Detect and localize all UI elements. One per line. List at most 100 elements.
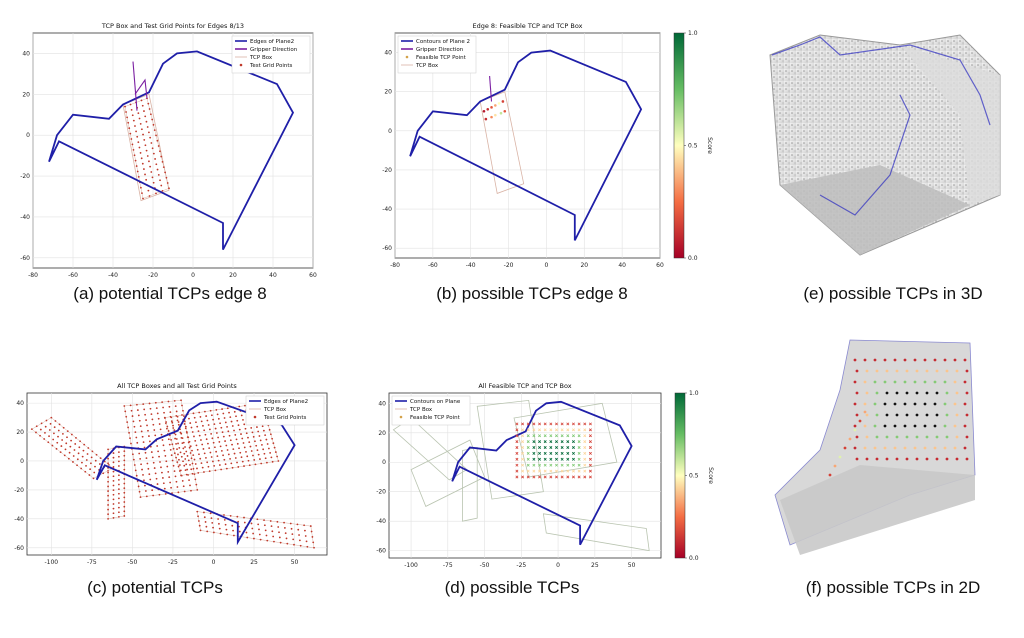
test-grid-point xyxy=(247,436,249,439)
test-grid-point xyxy=(131,114,134,117)
feasible-tcp-point xyxy=(965,435,969,439)
test-grid-point xyxy=(163,487,166,490)
test-grid-point xyxy=(139,425,142,427)
legend-label: Edges of Plane2 xyxy=(250,39,294,45)
test-grid-point xyxy=(236,461,238,464)
test-grid-point xyxy=(173,452,176,455)
test-grid-point xyxy=(291,533,294,536)
feasible-tcp-point xyxy=(588,434,592,438)
test-grid-point xyxy=(107,476,109,479)
feasible-tcp-point xyxy=(955,369,959,373)
feasible-tcp-point xyxy=(965,369,969,373)
test-grid-point xyxy=(247,459,250,462)
test-grid-point xyxy=(179,451,182,454)
feasible-tcp-point xyxy=(913,446,917,450)
feasible-tcp-point xyxy=(532,434,536,438)
test-grid-point xyxy=(44,431,46,434)
x-tick-label: -60 xyxy=(428,262,438,269)
plane-contour xyxy=(48,50,295,251)
feasible-tcp-point xyxy=(875,413,879,417)
feasible-tcp-point xyxy=(555,475,558,479)
test-grid-point xyxy=(85,459,88,461)
legend-swatch xyxy=(253,415,257,419)
test-grid-point xyxy=(151,489,154,492)
feasible-tcp-point xyxy=(526,434,530,438)
test-grid-point xyxy=(135,165,138,167)
feasible-tcp-point xyxy=(588,475,592,479)
test-grid-point xyxy=(50,416,53,419)
test-grid-point xyxy=(206,419,209,422)
test-grid-point xyxy=(232,448,235,451)
test-grid-point xyxy=(117,506,120,509)
test-grid-point xyxy=(117,451,120,454)
test-grid-point xyxy=(196,425,199,428)
test-grid-point xyxy=(157,174,160,176)
feasible-tcp-point xyxy=(945,435,949,439)
test-grid-point xyxy=(155,407,158,410)
test-grid-point xyxy=(148,473,151,476)
feasible-tcp-point xyxy=(945,369,949,373)
test-grid-point xyxy=(221,431,224,434)
test-grid-point xyxy=(181,437,184,440)
test-grid-point xyxy=(184,446,186,448)
test-grid-point xyxy=(48,435,50,438)
chart-d: -100 -75 -50 -25 0 25 50 -60 -40 -20 0 20 40 All Feas… xyxy=(376,382,714,569)
test-grid-point xyxy=(183,415,185,417)
test-grid-point xyxy=(162,406,164,409)
y-tick-label: 0 xyxy=(382,459,386,466)
test-grid-point xyxy=(112,493,115,496)
test-grid-point xyxy=(203,452,206,455)
test-grid-point xyxy=(193,435,195,438)
feasible-tcp-point xyxy=(875,369,879,373)
test-grid-point xyxy=(222,454,224,457)
test-grid-point xyxy=(186,455,189,457)
test-grid-point xyxy=(146,462,149,465)
test-grid-point xyxy=(188,479,190,482)
feasible-tcp-point xyxy=(543,469,547,473)
test-grid-point xyxy=(107,462,109,465)
test-grid-point xyxy=(205,415,208,417)
test-grid-point xyxy=(190,426,193,429)
feasible-tcp-point xyxy=(543,451,547,455)
test-grid-point xyxy=(238,428,241,431)
feasible-tcp-point xyxy=(577,440,581,444)
feasible-tcp-point xyxy=(905,391,909,395)
test-grid-point xyxy=(209,451,212,454)
feasible-tcp-point xyxy=(855,391,859,395)
feasible-tcp-point xyxy=(521,475,525,479)
test-grid-point xyxy=(257,430,260,433)
test-grid-point xyxy=(164,171,167,174)
test-grid-point xyxy=(200,420,203,423)
test-grid-point xyxy=(175,414,178,417)
test-grid-point xyxy=(145,178,148,181)
test-grid-point xyxy=(263,524,266,527)
test-grid-point xyxy=(44,425,47,428)
feasible-tcp-point xyxy=(895,391,899,395)
test-grid-point xyxy=(175,442,177,445)
feasible-tcp-point xyxy=(913,358,917,362)
feasible-tcp-point xyxy=(560,469,564,473)
test-grid-point xyxy=(130,138,133,140)
test-grid-point xyxy=(156,139,159,142)
y-tick-label: -60 xyxy=(382,245,392,252)
test-grid-point xyxy=(231,466,234,469)
test-grid-point xyxy=(123,515,126,517)
feasible-tcp-point xyxy=(571,475,575,479)
x-tick-label: 25 xyxy=(250,559,258,566)
test-grid-point xyxy=(112,498,115,501)
test-grid-point xyxy=(183,464,186,467)
test-grid-point xyxy=(140,430,143,433)
test-grid-point xyxy=(217,417,220,420)
test-grid-point xyxy=(146,155,149,157)
test-grid-point xyxy=(210,456,213,458)
test-grid-point xyxy=(239,451,242,454)
projection-floor xyxy=(780,465,975,555)
test-grid-point xyxy=(134,469,137,472)
test-grid-point xyxy=(217,459,220,462)
test-grid-point xyxy=(107,508,109,511)
test-grid-point xyxy=(256,518,259,521)
test-grid-point xyxy=(162,444,165,447)
feasible-tcp-point xyxy=(521,469,525,473)
test-grid-point xyxy=(232,529,234,532)
test-grid-point xyxy=(182,460,184,463)
